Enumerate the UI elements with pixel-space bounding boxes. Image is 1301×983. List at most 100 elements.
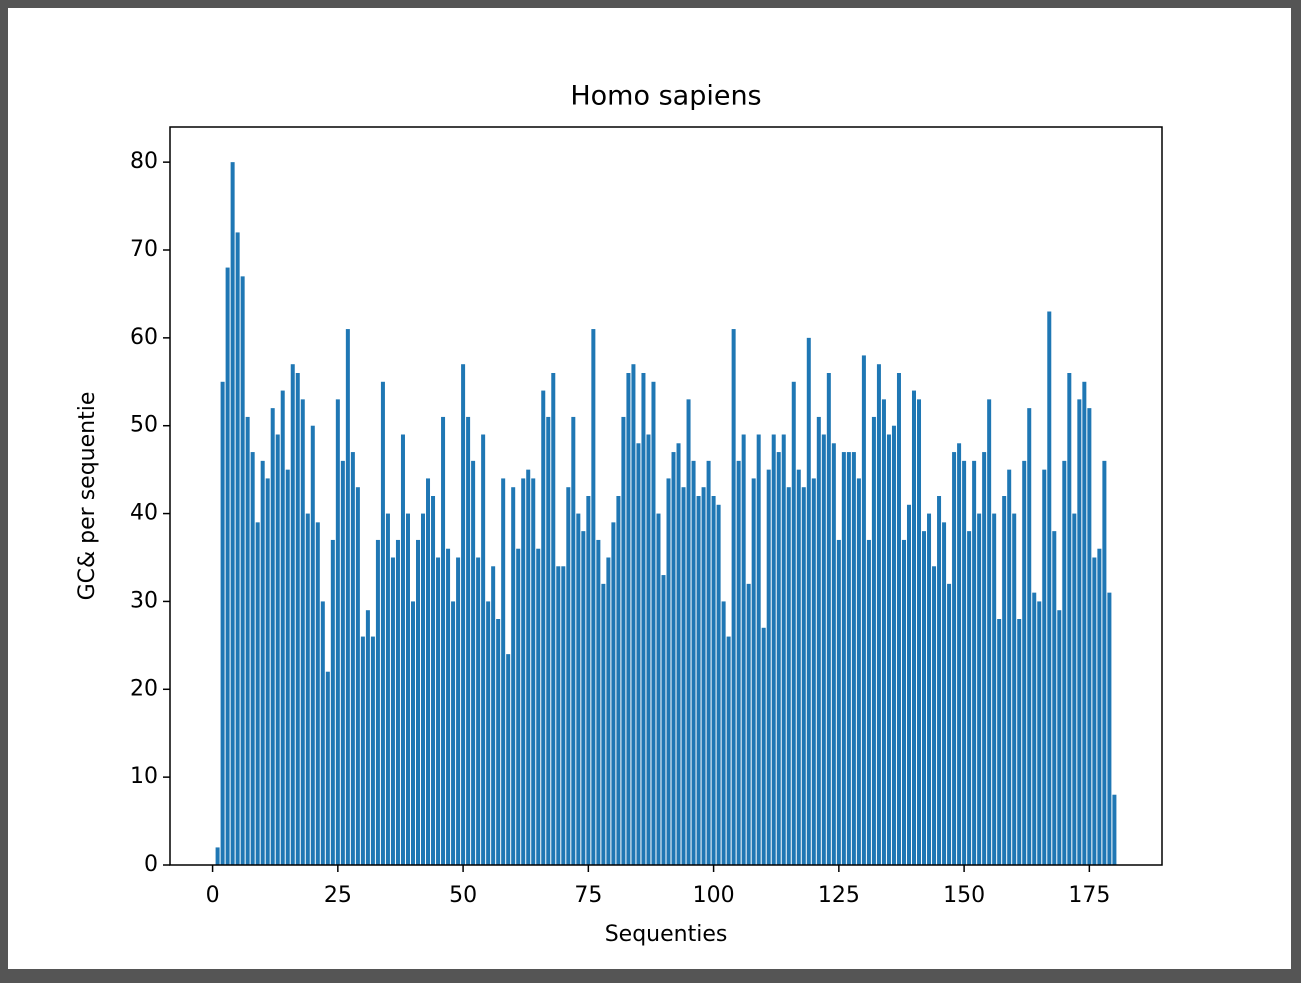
bar	[771, 434, 776, 865]
bar	[295, 373, 300, 865]
bar	[551, 373, 556, 865]
bar	[586, 496, 591, 865]
bar	[1087, 408, 1092, 865]
bar	[400, 434, 405, 865]
x-axis-label: Sequenties	[605, 922, 728, 947]
bar	[345, 329, 350, 866]
bar	[901, 539, 906, 865]
bar	[471, 460, 476, 865]
bar	[806, 337, 811, 865]
y-tick-label: 80	[130, 149, 158, 174]
bar	[325, 671, 330, 865]
bar	[215, 847, 220, 865]
bar	[881, 399, 886, 865]
bar	[355, 487, 360, 865]
bar	[701, 487, 706, 865]
bar	[270, 408, 275, 865]
plot-frame	[169, 126, 1163, 866]
bar	[1032, 592, 1037, 865]
bar	[606, 557, 611, 865]
bar	[871, 416, 876, 865]
bar	[982, 452, 987, 865]
bar	[911, 390, 917, 865]
bar	[375, 539, 380, 865]
bar	[942, 522, 947, 865]
bar	[621, 416, 626, 865]
bar	[265, 478, 270, 865]
bar	[320, 601, 325, 865]
bar	[285, 469, 290, 865]
bar	[937, 496, 942, 865]
bar	[866, 539, 871, 865]
bar	[1007, 469, 1012, 865]
bar	[280, 390, 285, 865]
bar	[451, 601, 456, 865]
bar	[1012, 513, 1017, 865]
bar	[651, 381, 656, 865]
bar	[781, 434, 786, 865]
bar	[486, 601, 491, 865]
bar	[596, 539, 601, 865]
bar	[1022, 460, 1027, 865]
bar	[906, 504, 911, 865]
bar	[380, 381, 385, 865]
bar	[706, 460, 711, 865]
bar	[571, 416, 576, 865]
bar	[681, 487, 686, 865]
x-tick-label: 100	[693, 883, 735, 908]
y-tick-label: 70	[130, 237, 158, 262]
bar	[421, 513, 426, 865]
bar	[676, 443, 681, 865]
bar	[786, 487, 791, 865]
bar	[1057, 610, 1062, 865]
bar	[546, 416, 551, 865]
bar	[1062, 460, 1067, 865]
bar	[536, 548, 541, 865]
bar	[987, 399, 992, 865]
bar	[230, 162, 235, 866]
bar	[1037, 601, 1042, 865]
bar	[696, 496, 701, 865]
bar	[410, 601, 415, 865]
bar	[335, 399, 340, 865]
bar	[1042, 469, 1047, 865]
bar	[917, 399, 922, 865]
bar	[821, 434, 826, 865]
bar	[977, 513, 982, 865]
bar	[566, 487, 571, 865]
bar	[1112, 794, 1117, 865]
bar	[766, 469, 771, 865]
x-tick-label: 175	[1068, 883, 1110, 908]
bar	[656, 513, 661, 865]
bar	[896, 373, 901, 865]
bar	[671, 452, 676, 865]
bar	[611, 522, 616, 865]
bar	[506, 654, 511, 865]
bar	[922, 531, 927, 865]
bar	[385, 513, 390, 865]
bar	[751, 478, 756, 865]
bar	[315, 522, 320, 865]
bar	[235, 232, 240, 865]
bar	[796, 469, 801, 865]
x-tick-label: 75	[574, 883, 602, 908]
bar	[816, 416, 821, 865]
bar	[290, 364, 295, 865]
x-tick-label: 150	[943, 883, 985, 908]
bar	[240, 276, 245, 865]
bar	[305, 513, 310, 865]
bar	[666, 478, 671, 865]
bar	[350, 452, 355, 865]
bar	[876, 364, 881, 865]
bar	[1082, 381, 1087, 865]
bar	[426, 478, 431, 865]
bar	[255, 522, 260, 865]
bar	[831, 443, 836, 865]
bar	[405, 513, 410, 865]
bar	[1027, 408, 1032, 865]
bar	[1072, 513, 1077, 865]
bar	[846, 452, 851, 865]
bar	[691, 460, 696, 865]
bar	[721, 601, 726, 865]
bar	[521, 478, 526, 865]
